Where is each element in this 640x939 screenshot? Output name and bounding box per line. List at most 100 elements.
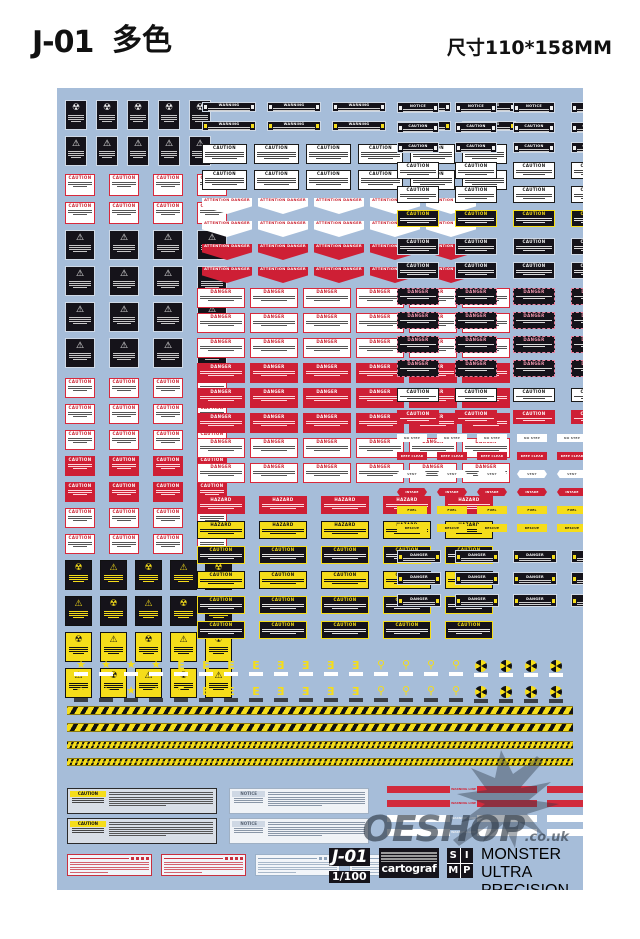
hazard-symbol: ⚠ xyxy=(133,138,143,148)
label-body xyxy=(154,540,182,553)
text-line xyxy=(138,683,159,684)
hazard-symbol: ⚠ xyxy=(75,232,85,242)
text-line xyxy=(71,157,81,158)
group-caution-boxes: CAUTION CAUTION CAUTION CAUTION CAUTION CAUTI… xyxy=(202,144,507,190)
label-heading: DANGER xyxy=(210,314,232,319)
warning-label: DANGER xyxy=(409,463,457,483)
radiation-trefoil-icon xyxy=(525,686,537,698)
text-line xyxy=(200,373,242,374)
text-line xyxy=(464,222,488,223)
label-heading: DANGER xyxy=(572,337,583,342)
label-body xyxy=(514,268,554,278)
label-body xyxy=(572,318,583,328)
warning-label: CAUTION xyxy=(65,202,95,224)
text-line xyxy=(157,245,179,246)
star-icon: ★ xyxy=(151,659,161,671)
text-line xyxy=(359,346,401,347)
label-body xyxy=(110,180,138,195)
text-line xyxy=(130,115,146,116)
label-heading: CAUTION xyxy=(68,203,92,208)
text-line xyxy=(69,317,91,318)
small-tag: RESCUE xyxy=(397,524,427,532)
label-heading: CAUTION xyxy=(112,405,136,410)
text-line xyxy=(177,689,190,690)
text-line xyxy=(112,184,136,185)
marker-icon: ⚲ xyxy=(401,659,411,671)
small-tag: VENT xyxy=(557,470,583,478)
text-line xyxy=(268,830,365,832)
text-line xyxy=(324,629,366,630)
label-heading: CAUTION xyxy=(213,145,236,150)
placard-text xyxy=(130,150,146,159)
cap-marker xyxy=(446,124,449,128)
placard-text xyxy=(208,682,229,691)
star-icon: ★ xyxy=(101,659,111,671)
symbol-base xyxy=(149,698,163,702)
strip-label: CAUTION xyxy=(397,142,439,153)
text-line xyxy=(200,346,242,347)
text-line xyxy=(313,400,340,401)
danger-banner: ATTENTION DANGER xyxy=(202,267,252,283)
cap-marker xyxy=(494,598,497,603)
label-heading: DANGER xyxy=(369,289,391,294)
label-body xyxy=(251,294,297,307)
text-line xyxy=(403,130,433,132)
text-line xyxy=(108,794,213,796)
text-line xyxy=(116,520,132,521)
text-line xyxy=(200,386,224,387)
text-line xyxy=(108,792,213,794)
label-body xyxy=(260,502,306,513)
small-tag: RESCUE xyxy=(557,524,583,532)
decal-sheet-content: ☢ ☢ ☢ ☢ ☢ ⚠ ⚠ ⚠ ⚠ ⚠ CAUTION CAUTION CAUTION CAUTION CA… xyxy=(57,88,583,890)
text-line xyxy=(516,296,552,297)
cap-marker xyxy=(457,125,460,130)
text-line xyxy=(268,805,322,807)
warning-label: CAUTION xyxy=(397,210,439,227)
text-line xyxy=(400,194,436,195)
text-line xyxy=(71,121,81,122)
text-line xyxy=(253,296,295,297)
text-line xyxy=(164,871,202,873)
label-heading: CAUTION xyxy=(156,431,180,436)
label-heading: HAZARD xyxy=(210,497,232,502)
tag-text: KEEP CLEAR xyxy=(560,454,583,458)
text-line xyxy=(99,115,115,116)
text-line xyxy=(455,508,482,509)
placard-body xyxy=(107,790,215,812)
text-line xyxy=(400,296,436,297)
warning-label: DANGER xyxy=(356,463,404,483)
text-line xyxy=(68,438,92,439)
symbol-cell: ★ xyxy=(119,686,143,708)
text-line xyxy=(195,157,205,158)
label-heading: HAZARD xyxy=(334,497,356,502)
text-line xyxy=(359,323,401,324)
text-line xyxy=(306,321,348,322)
strip-label: DANGER xyxy=(571,572,583,585)
text-line xyxy=(574,218,583,219)
hazard-placard: ☢ xyxy=(170,596,197,626)
label-heading: CAUTION xyxy=(112,175,136,180)
cartograf-stripes xyxy=(381,852,437,862)
marker-icon: ⚲ xyxy=(426,685,436,697)
text-line xyxy=(516,368,552,369)
label-body xyxy=(456,342,496,352)
text-line xyxy=(400,246,436,247)
logo-cartograf: cartograf xyxy=(379,848,439,878)
label-body xyxy=(110,488,138,501)
label-heading: CAUTION xyxy=(580,239,583,244)
text-line xyxy=(253,348,295,349)
tag-text: FUEL xyxy=(527,508,537,512)
text-line xyxy=(117,323,131,324)
label-body xyxy=(398,268,438,278)
text-line xyxy=(70,864,149,865)
text-line xyxy=(574,296,583,297)
small-tag: RESCUE xyxy=(517,524,547,532)
e-mark-reversed-icon: E xyxy=(352,659,360,672)
cap-marker xyxy=(573,598,576,603)
text-line xyxy=(324,529,366,530)
hazard-placard: ⚠ xyxy=(65,338,95,368)
cap-marker xyxy=(552,598,555,603)
e-mark-reversed-icon: E xyxy=(327,685,335,698)
text-line xyxy=(269,558,296,559)
warning-label: DANGER xyxy=(303,288,351,308)
